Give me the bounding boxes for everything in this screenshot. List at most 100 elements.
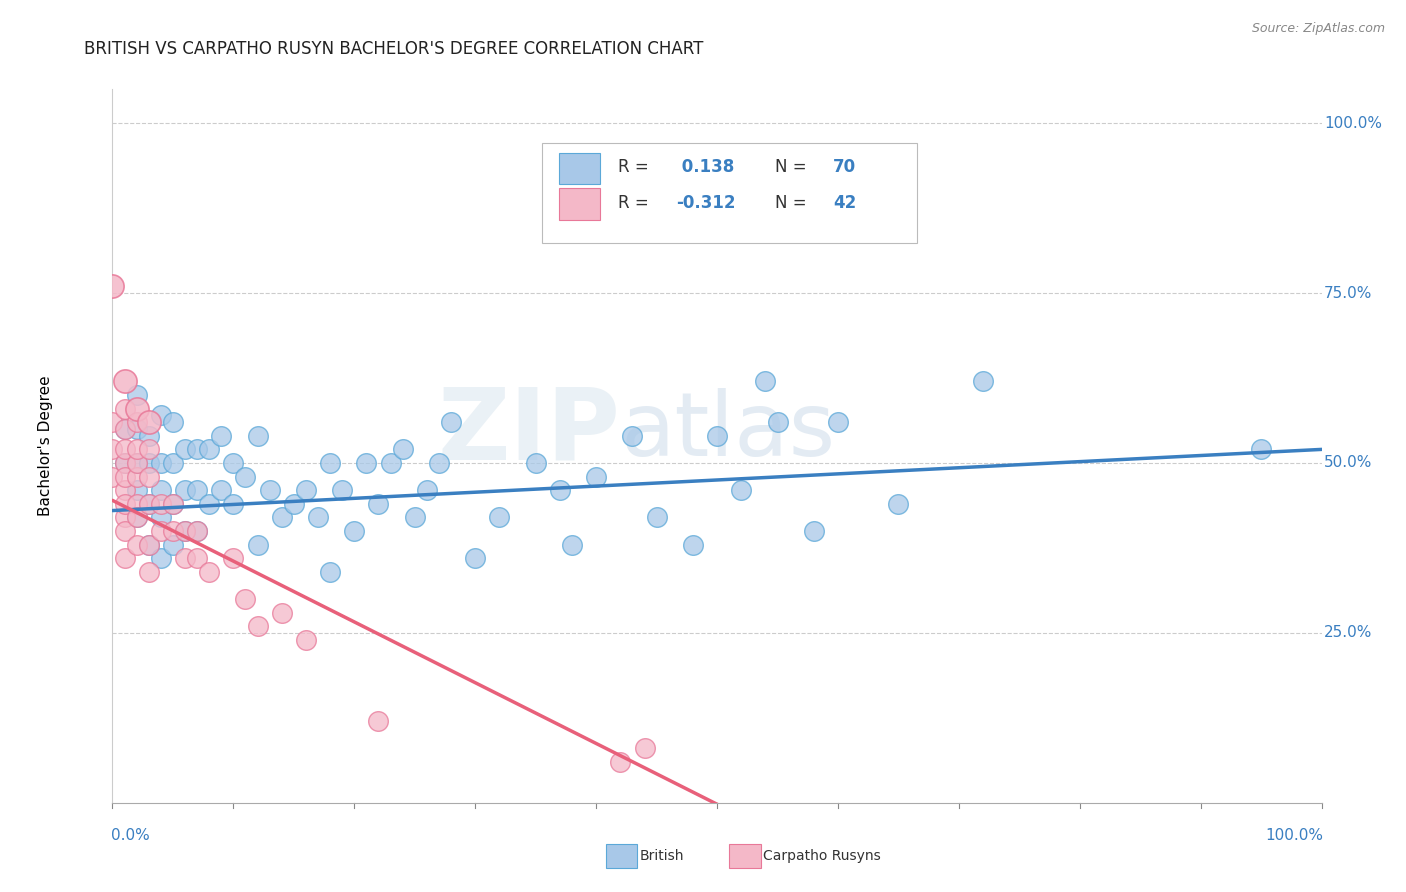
Point [174,524,197,538]
Point [343,524,366,538]
Point [416,483,439,498]
Point [295,632,318,647]
Point [125,510,148,524]
FancyBboxPatch shape [558,188,600,219]
Point [803,524,825,538]
Point [101,442,124,457]
Text: 75.0%: 75.0% [1324,285,1372,301]
Point [174,524,197,538]
Point [149,551,172,566]
Point [125,456,148,470]
Text: BRITISH VS CARPATHO RUSYN BACHELOR'S DEGREE CORRELATION CHART: BRITISH VS CARPATHO RUSYN BACHELOR'S DEG… [84,40,704,58]
Point [198,442,221,457]
Point [427,456,450,470]
Point [730,483,752,498]
FancyBboxPatch shape [541,143,917,243]
Point [706,429,728,443]
Point [125,497,148,511]
Text: ZIP: ZIP [437,384,620,480]
Point [246,429,269,443]
Point [138,537,160,551]
Point [827,415,849,429]
Point [138,429,160,443]
Text: N =: N = [775,158,807,176]
Point [114,456,136,470]
Point [633,741,655,756]
Point [125,401,148,416]
Point [270,510,292,524]
Point [356,456,378,470]
Text: 0.0%: 0.0% [111,828,150,843]
Point [125,483,148,498]
Point [114,422,136,436]
Point [149,483,172,498]
Point [125,422,148,436]
Point [972,375,994,389]
Point [404,510,426,524]
Text: N =: N = [775,194,807,211]
Point [114,401,136,416]
Point [319,565,342,579]
Text: British: British [640,849,685,863]
Point [138,415,160,429]
Point [186,442,208,457]
Point [367,714,389,729]
Point [609,755,631,769]
Point [295,483,318,498]
Point [766,415,789,429]
Point [149,456,172,470]
Point [125,415,148,429]
Point [114,510,136,524]
Point [162,537,184,551]
Point [125,456,148,470]
Point [138,497,160,511]
Text: 70: 70 [834,158,856,176]
Text: 100.0%: 100.0% [1265,828,1323,843]
Point [149,510,172,524]
Text: atlas: atlas [620,388,835,475]
Point [138,456,160,470]
Point [138,565,160,579]
Text: Carpatho Rusyns: Carpatho Rusyns [763,849,880,863]
Point [440,415,463,429]
Point [222,551,245,566]
Point [138,537,160,551]
Point [162,497,184,511]
Point [464,551,486,566]
FancyBboxPatch shape [606,844,637,869]
Text: R =: R = [617,158,648,176]
Point [138,442,160,457]
Point [1250,442,1272,457]
Point [209,429,232,443]
Point [887,497,910,511]
Point [114,551,136,566]
Point [114,497,136,511]
Point [235,469,257,483]
Point [246,619,269,633]
Point [561,537,583,551]
Point [125,442,148,457]
Point [524,456,547,470]
Point [198,565,221,579]
Point [174,551,197,566]
Text: 42: 42 [834,194,856,211]
Point [645,510,668,524]
Point [283,497,305,511]
Point [149,409,172,423]
Point [149,524,172,538]
Point [330,483,353,498]
Point [186,524,208,538]
Point [380,456,402,470]
Text: 50.0%: 50.0% [1324,456,1372,470]
Point [186,524,208,538]
Point [125,469,148,483]
Point [198,497,221,511]
Point [222,497,245,511]
Point [186,483,208,498]
Point [162,497,184,511]
Text: Bachelor's Degree: Bachelor's Degree [38,376,53,516]
Point [585,469,607,483]
Point [246,537,269,551]
Point [101,415,124,429]
Point [125,388,148,402]
